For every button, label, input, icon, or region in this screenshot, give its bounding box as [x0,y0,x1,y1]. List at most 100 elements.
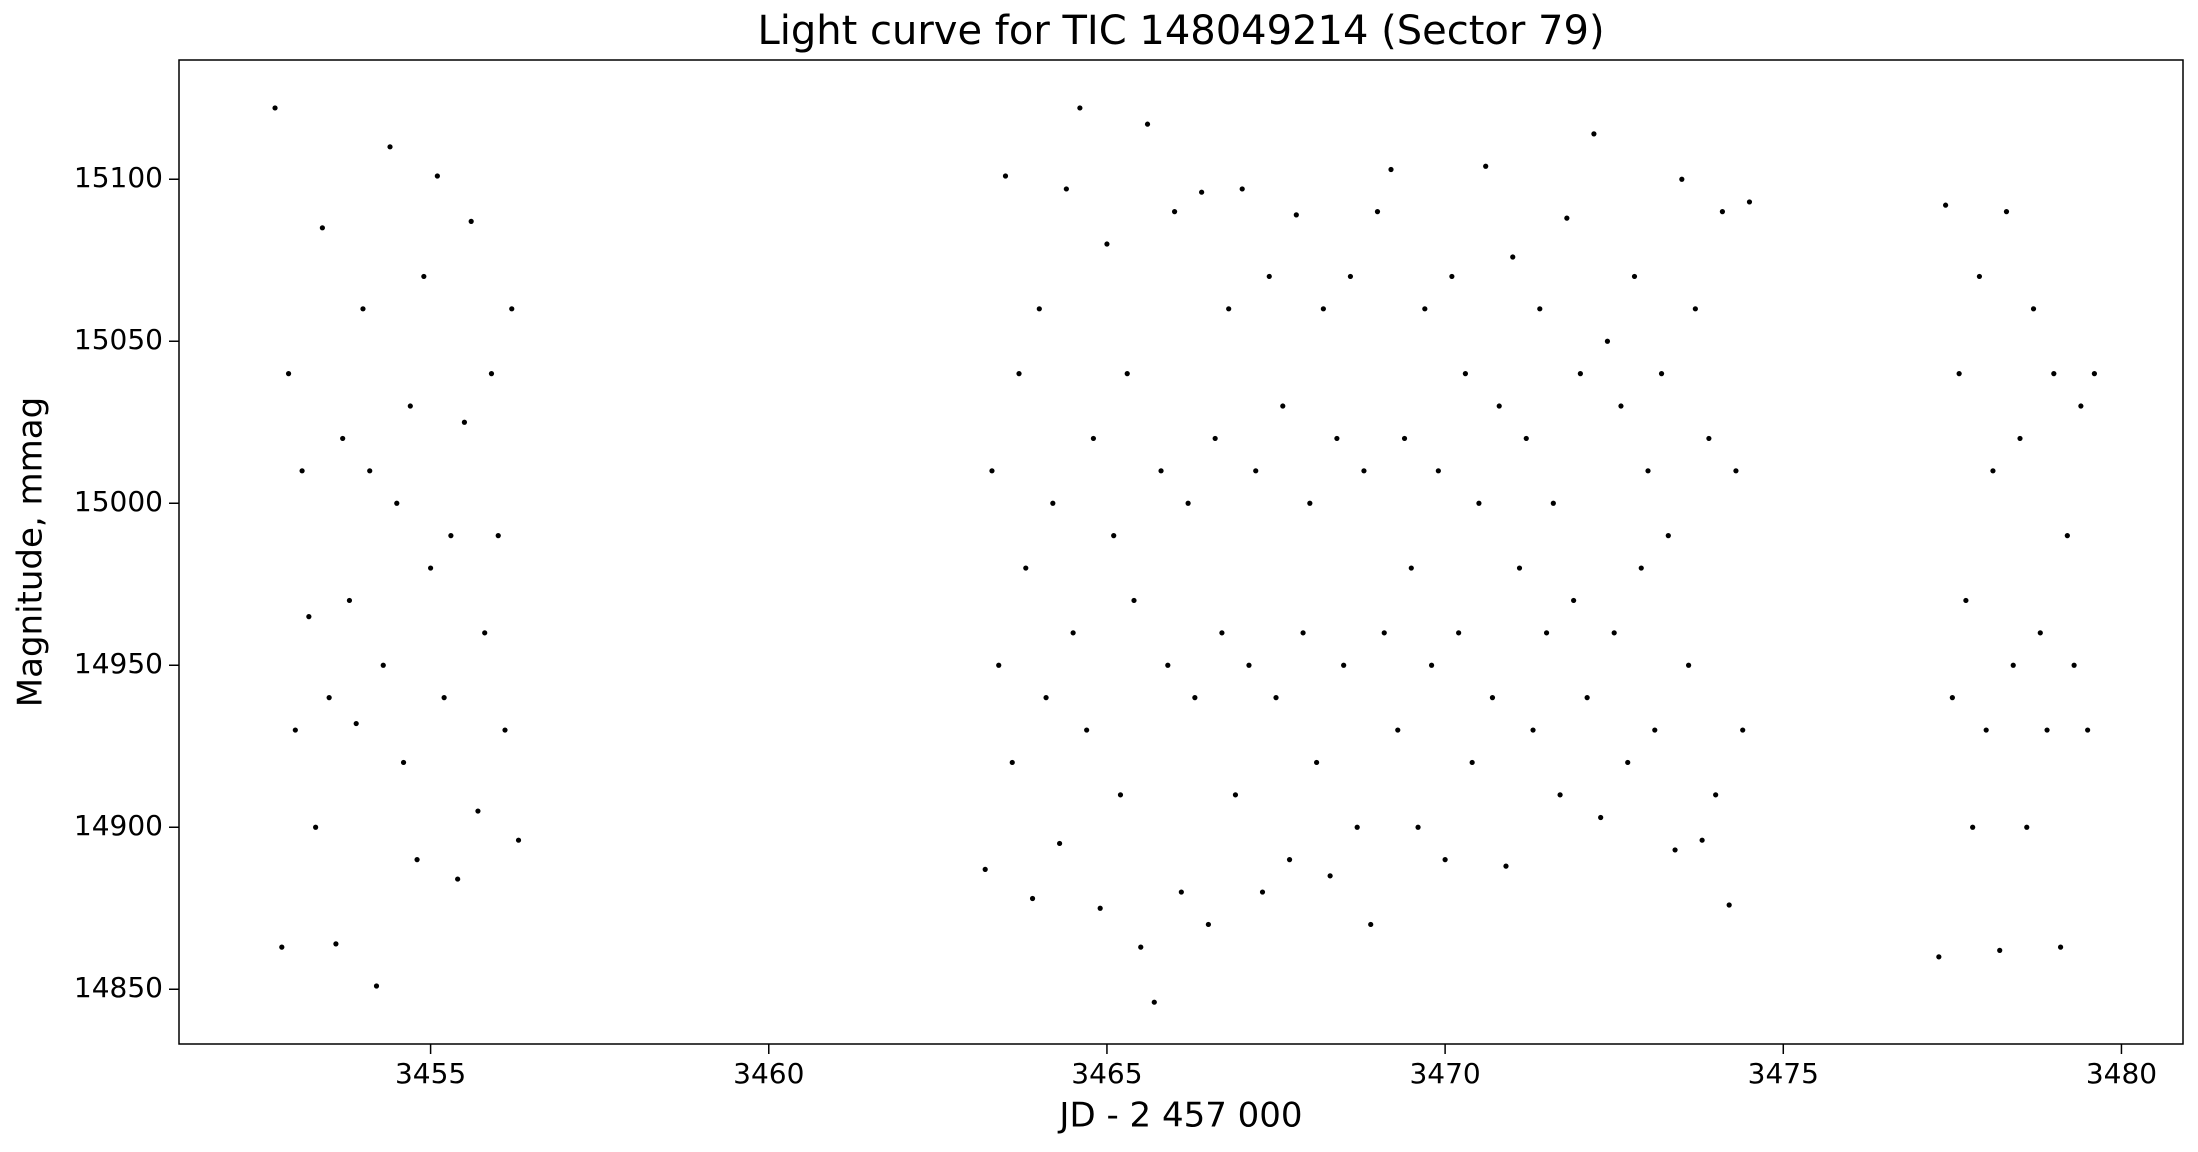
data-point [1341,662,1347,668]
data-point [414,857,420,863]
data-point [1428,662,1435,668]
data-point [1963,597,1969,604]
data-point [502,727,508,733]
data-point [1395,727,1401,733]
data-point [1144,121,1151,127]
data-point [360,306,366,312]
data-point [2064,533,2070,539]
data-point [1273,695,1279,701]
data-point [1165,662,1171,668]
data-point [1199,189,1205,195]
data-point [1456,630,1462,636]
data-point [1726,902,1732,908]
data-point [1591,131,1597,137]
data-point [333,941,339,947]
data-point [1016,371,1022,377]
data-point [1178,889,1184,895]
data-point [1733,468,1739,474]
data-point [1253,468,1259,474]
y-tick-label: 14850 [74,971,163,1004]
data-point [1226,306,1232,312]
plot-area [272,105,2097,1005]
x-tick-label: 3470 [1409,1057,1480,1090]
data-point [2051,371,2057,377]
data-point [394,500,400,506]
data-point [1408,565,1414,571]
data-point [1374,209,1381,215]
data-point [2037,630,2043,636]
data-point [1212,435,1218,442]
data-point [1449,273,1455,280]
data-point [292,727,298,733]
data-point [367,468,373,474]
data-point [272,105,278,111]
data-point [1949,695,1955,701]
data-point [1584,695,1590,701]
data-point [1611,630,1617,636]
data-point [1699,837,1705,843]
data-point [2003,209,2010,215]
data-point [1983,727,1989,733]
data-point [441,695,447,701]
data-point [455,876,461,882]
data-point [1462,371,1469,377]
data-point [346,597,353,604]
data-point [509,306,515,312]
data-point [2078,403,2084,409]
data-point [448,533,454,539]
data-point [1550,500,1556,506]
data-point [1476,500,1482,506]
data-point [407,403,413,409]
data-point [400,759,407,766]
data-point [353,720,359,727]
data-point [2071,662,2077,668]
data-point [1510,254,1516,260]
y-tick-label: 15000 [74,485,163,518]
data-point [1314,759,1320,766]
data-point [427,565,434,571]
data-point [515,837,522,843]
data-point [1239,186,1245,192]
data-point [1469,759,1475,766]
data-point [1489,695,1496,701]
data-point [2030,306,2037,312]
data-point [468,218,474,224]
data-point [1219,630,1225,636]
data-point [1036,306,1042,312]
data-point [1665,533,1671,539]
data-point [1645,468,1651,474]
data-point [1537,306,1543,312]
data-point [1023,565,1029,571]
data-point [1185,500,1191,506]
data-point [1503,863,1509,869]
data-point [380,662,386,668]
data-point [1618,403,1624,409]
data-point [1557,792,1563,798]
data-point [1746,199,1753,205]
data-point [313,824,319,830]
data-point [1246,662,1252,668]
data-point [434,173,440,179]
data-point [373,983,380,989]
data-point [1638,565,1644,571]
data-point [1334,435,1340,442]
data-point [1719,209,1726,215]
plot-frame [178,59,2184,1045]
data-point [1381,630,1387,636]
y-tick-label: 15050 [74,323,163,356]
data-point [461,419,468,425]
data-point [285,371,292,377]
data-point [1625,759,1631,766]
data-point [1956,371,1962,377]
data-point [1577,371,1583,377]
data-point [2024,824,2030,830]
data-point [1063,186,1069,192]
data-point [1205,921,1211,928]
data-point [1124,371,1130,377]
data-point [1070,630,1076,636]
data-point [1516,565,1523,571]
data-point [387,144,393,150]
data-point [1442,857,1448,863]
data-point [1685,662,1692,668]
data-point [421,273,427,280]
